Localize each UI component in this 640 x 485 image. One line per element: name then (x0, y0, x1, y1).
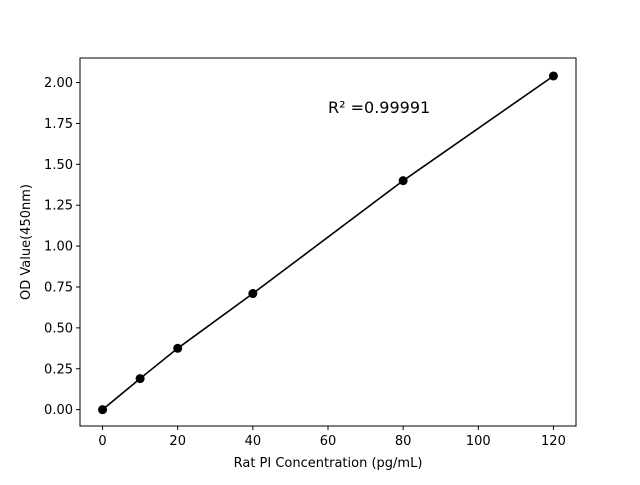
y-tick-label: 0.75 (44, 280, 73, 295)
x-tick-label: 100 (466, 434, 491, 449)
r-squared-annotation: R² =0.99991 (328, 98, 430, 117)
y-axis-label: OD Value(450nm) (19, 184, 34, 300)
data-point (398, 176, 408, 186)
x-tick-label: 60 (320, 434, 337, 449)
data-point (248, 289, 258, 299)
x-tick-label: 20 (169, 434, 186, 449)
y-tick-label: 1.75 (44, 117, 73, 132)
series-line (102, 75, 554, 411)
x-tick-label: 0 (98, 434, 106, 449)
data-point (173, 343, 183, 353)
y-tick-label: 0.25 (44, 362, 73, 377)
data-point (98, 405, 108, 415)
y-tick-label: 1.25 (44, 199, 73, 214)
y-tick-label: 1.00 (44, 240, 73, 255)
y-tick-label: 0.50 (44, 321, 73, 336)
x-axis-label: Rat PI Concentration (pg/mL) (234, 456, 423, 471)
x-tick-label: 80 (395, 434, 412, 449)
x-tick-label: 120 (541, 434, 566, 449)
x-tick-label: 40 (245, 434, 262, 449)
y-tick-label: 2.00 (44, 76, 73, 91)
data-point (135, 374, 145, 384)
y-tick-label: 1.50 (44, 158, 73, 173)
data-point (548, 71, 558, 81)
y-tick-label: 0.00 (44, 403, 73, 418)
